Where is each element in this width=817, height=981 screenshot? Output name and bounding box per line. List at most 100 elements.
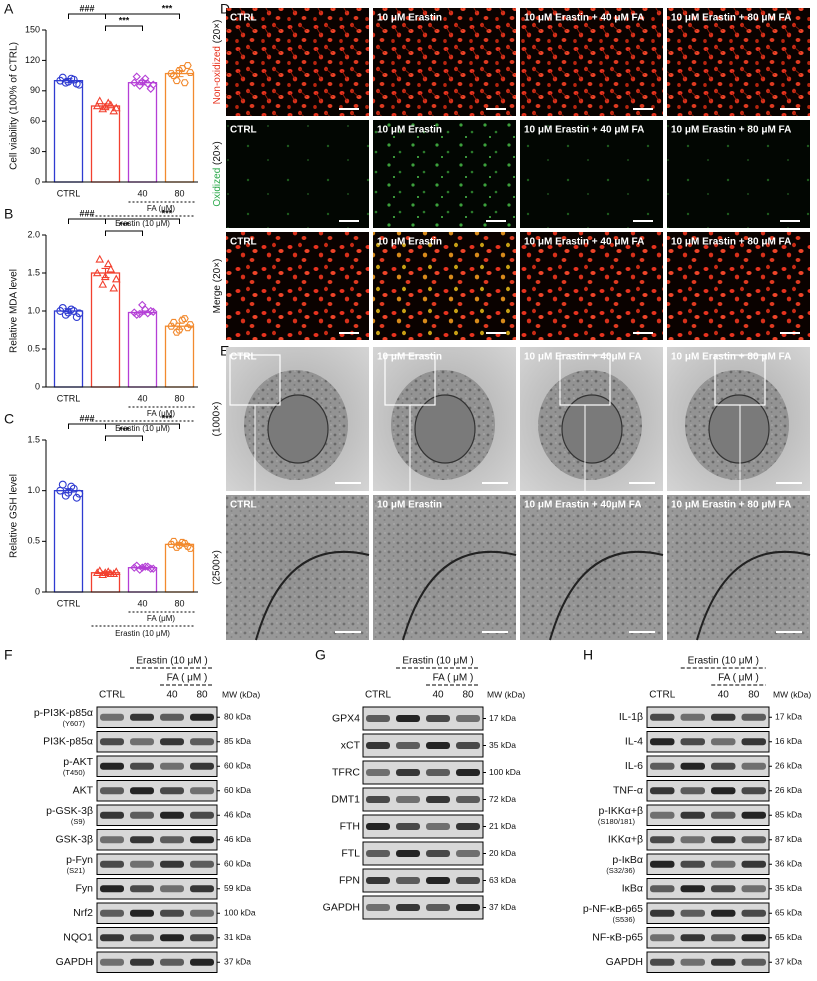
- fluorescence-image: [667, 120, 810, 228]
- mw-label: 72 kDa: [489, 794, 516, 804]
- mw-label: 36 kDa: [775, 859, 802, 869]
- bar: [53, 490, 84, 593]
- mw-header: MW (kDa): [773, 689, 811, 699]
- mw-label: 35 kDa: [775, 883, 802, 893]
- x-tick-label: CTRL: [57, 598, 81, 608]
- protein-label: GAPDH: [606, 956, 643, 968]
- band: [366, 715, 390, 722]
- data-point: [95, 96, 105, 105]
- band: [190, 836, 214, 844]
- data-point: [111, 103, 121, 112]
- mw-label: 65 kDa: [775, 908, 802, 918]
- band: [100, 787, 124, 795]
- y-axis-title: Cell viability (100% of CTRL): [9, 42, 20, 170]
- image-caption: 10 μM Erastin: [377, 352, 442, 363]
- fluorescence-image: [520, 232, 663, 340]
- row-label: Non-oxidized (20×): [212, 20, 223, 105]
- lane-label: 80: [196, 690, 208, 701]
- band: [741, 713, 766, 721]
- mw-label: 85 kDa: [224, 736, 251, 746]
- band: [711, 934, 736, 942]
- band: [456, 823, 480, 830]
- significance-bracket: [105, 218, 180, 224]
- band: [426, 904, 450, 911]
- band: [100, 811, 124, 819]
- site-label: (S9): [71, 817, 86, 826]
- significance-label: ###: [79, 208, 94, 218]
- data-point: [100, 102, 110, 111]
- mw-label: 21 kDa: [489, 821, 516, 831]
- panel-letter: H: [583, 647, 593, 663]
- band: [711, 713, 736, 721]
- band: [650, 934, 675, 942]
- band: [190, 958, 214, 966]
- band: [130, 787, 154, 795]
- image-caption: 10 μM Erastin + 40 μM FA: [524, 125, 644, 136]
- mw-label: 100 kDa: [489, 767, 521, 777]
- data-point: [138, 300, 147, 310]
- band: [396, 823, 420, 830]
- group-label: Erastin (10 μM): [115, 629, 170, 638]
- site-label: (S180/181): [598, 817, 636, 826]
- band: [741, 787, 766, 795]
- band: [130, 860, 154, 868]
- band: [396, 715, 420, 722]
- data-point: [149, 80, 158, 89]
- error-bar: [64, 488, 73, 494]
- band: [190, 934, 214, 942]
- significance-label: ***: [162, 208, 173, 218]
- data-point: [98, 279, 108, 288]
- y-tick-label: 0: [35, 586, 40, 596]
- significance-label: ***: [162, 3, 173, 13]
- mw-label: 63 kDa: [489, 875, 516, 885]
- magnification: (20×): [212, 20, 223, 44]
- lane-label: CTRL: [365, 690, 392, 701]
- site-label: (Y607): [62, 719, 85, 728]
- band: [680, 787, 705, 795]
- data-point: [172, 543, 181, 551]
- y-tick-label: 0.5: [27, 343, 40, 353]
- data-point: [167, 70, 176, 78]
- significance-label: ***: [119, 220, 130, 230]
- band: [190, 762, 214, 770]
- image-caption: 10 μM Erastin + 40μM FA: [524, 500, 642, 511]
- image-caption: 10 μM Erastin + 40μM FA: [524, 352, 642, 363]
- band: [680, 836, 705, 844]
- image-caption: 10 μM Erastin + 80 μM FA: [671, 500, 791, 511]
- data-point: [92, 268, 102, 277]
- protein-label: p-PI3K-p85α: [34, 707, 93, 719]
- band: [396, 904, 420, 911]
- protein-label: FTH: [340, 820, 360, 832]
- protein-label: p-GSK-3β: [46, 805, 93, 817]
- y-tick-label: 0.5: [27, 536, 40, 546]
- fluorescence-image: [667, 232, 810, 340]
- mw-label: 65 kDa: [775, 932, 802, 942]
- panel-letter: B: [4, 206, 13, 222]
- mw-header: MW (kDa): [222, 689, 260, 699]
- band: [426, 742, 450, 749]
- band: [100, 934, 124, 942]
- band: [680, 811, 705, 819]
- image-caption: 10 μM Erastin + 40 μM FA: [524, 237, 644, 248]
- protein-label: IL-1β: [619, 711, 643, 723]
- data-point: [178, 316, 187, 324]
- data-point: [111, 567, 121, 576]
- protein-label: p-IKKα+β: [598, 805, 643, 817]
- band: [426, 769, 450, 776]
- protein-label: p-NF-κB-p65: [583, 903, 643, 915]
- nucleus: [708, 394, 770, 464]
- protein-label: FTL: [341, 847, 360, 859]
- data-point: [169, 537, 178, 545]
- data-point: [95, 566, 105, 574]
- row-label: (2500×): [212, 550, 223, 585]
- fluorescence-image: [226, 232, 369, 340]
- band: [456, 769, 480, 776]
- band: [456, 742, 480, 749]
- mw-label: 35 kDa: [489, 740, 516, 750]
- mw-label: 60 kDa: [224, 785, 251, 795]
- mw-label: 31 kDa: [224, 932, 251, 942]
- significance-bracket: [105, 423, 180, 429]
- group-label: Erastin (10 μM): [115, 424, 170, 433]
- mw-label: 100 kDa: [224, 908, 256, 918]
- data-point: [186, 69, 195, 77]
